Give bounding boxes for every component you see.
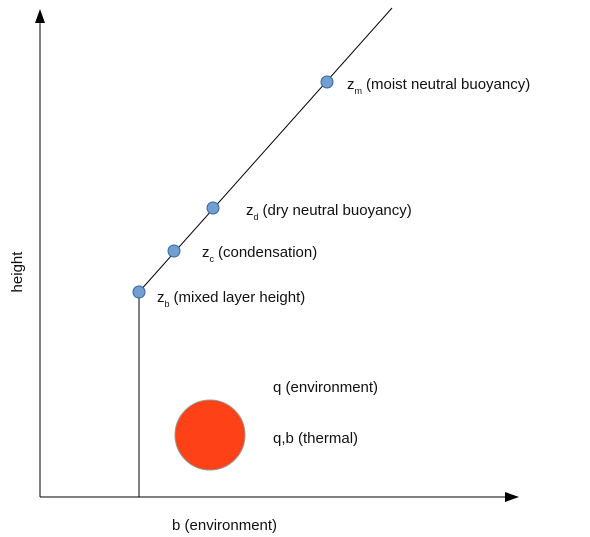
y-axis-label: height bbox=[9, 251, 26, 293]
label: (dry neutral buoyancy) bbox=[263, 202, 412, 219]
point-label: zm (moist neutral buoyancy) bbox=[347, 76, 530, 96]
label: (condensation) bbox=[218, 244, 317, 261]
label: (mixed layer height) bbox=[174, 289, 306, 306]
legend-text: q (environment) bbox=[273, 379, 378, 396]
thermal-bubble bbox=[174, 399, 246, 471]
symbol: z bbox=[157, 289, 165, 306]
subscript: d bbox=[254, 212, 259, 222]
symbol: z bbox=[202, 244, 210, 261]
symbol: z bbox=[347, 76, 355, 93]
subscript: b bbox=[165, 299, 170, 309]
point-label: zd (dry neutral buoyancy) bbox=[246, 202, 412, 222]
subscript: m bbox=[355, 86, 363, 96]
x-axis-label: b (environment) bbox=[172, 517, 277, 534]
point bbox=[132, 285, 146, 299]
subscript: c bbox=[210, 254, 215, 264]
point bbox=[167, 244, 181, 258]
point bbox=[206, 201, 220, 215]
point bbox=[320, 75, 334, 89]
legend-text: q,b (thermal) bbox=[273, 430, 358, 447]
point-label: zb (mixed layer height) bbox=[157, 289, 305, 309]
label: (moist neutral buoyancy) bbox=[366, 76, 530, 93]
symbol: z bbox=[246, 202, 254, 219]
point-label: zc (condensation) bbox=[202, 244, 317, 264]
profile-diagonal bbox=[138, 7, 393, 293]
